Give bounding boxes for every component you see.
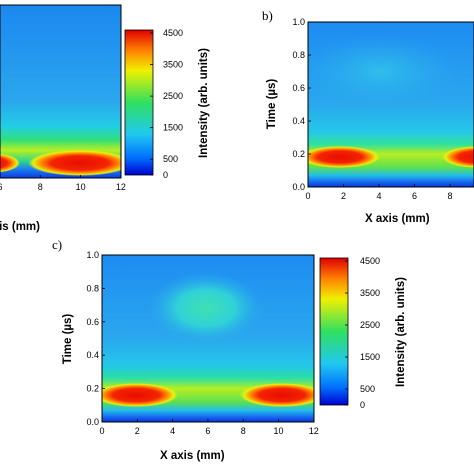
panel-c-tag: c) — [52, 237, 62, 252]
panel-c-x-tick-label: 10 — [273, 426, 283, 436]
panel-c-x-tick-label: 2 — [135, 426, 140, 436]
panel-c-cb-tick-label: 3500 — [360, 288, 380, 298]
panel-c-hotspot-2 — [240, 383, 314, 407]
panel-c-y-tick-label: 0.8 — [86, 283, 99, 293]
panel-b-y-label: Time (µs) — [266, 79, 278, 130]
panel-a-cb-tick-label: 1500 — [163, 123, 183, 133]
panel-c-heatmap — [102, 255, 314, 422]
panel-c-x-tick-label: 6 — [205, 426, 210, 436]
panel-b-x-tick-label: 8 — [447, 191, 452, 201]
panel-c-y-label: Time (µs) — [62, 314, 74, 365]
panel-c-hotspot-1 — [102, 383, 178, 407]
panel-c-x-tick-label: 0 — [99, 426, 104, 436]
panel-c-x-tick-label: 12 — [309, 426, 319, 436]
panel-b-tag: b) — [262, 8, 273, 23]
panel-c: c) 0.0 0.2 0.4 0.6 0.8 1.0 0 2 4 6 8 10 12 Time (µs… — [52, 237, 407, 462]
panel-b-y-tick-label: 0.0 — [292, 182, 305, 192]
panel-c-y-tick-label: 0.2 — [86, 384, 99, 394]
panel-c-cb-tick-label: 0 — [360, 400, 365, 410]
panel-b: b) 0.0 0.2 0.4 0.6 0.8 1.0 0 2 4 6 8 Time (µs) X … — [262, 8, 474, 225]
panel-b-y-tick-label: 0.4 — [292, 116, 305, 126]
panel-b-x-tick-label: 6 — [412, 191, 417, 201]
panel-c-y-tick-label: 0.4 — [86, 350, 99, 360]
panel-c-cloud — [148, 272, 264, 344]
panel-a-x-tick-label: 12 — [116, 182, 126, 192]
panel-a-colorbar-label: Intensity (arb. units) — [198, 48, 210, 158]
panel-b-hotspot-2 — [442, 146, 474, 168]
panel-a-cb-tick-label: 4500 — [163, 28, 183, 38]
panel-c-x-label: X axis (mm) — [160, 450, 225, 462]
panel-a-colorbar-ticks: 4500 3500 2500 1500 500 0 — [150, 28, 183, 180]
panel-c-y-tick-label: 0.0 — [86, 417, 99, 427]
panel-b-y-tick-label: 1.0 — [292, 17, 305, 27]
panel-c-x-tick-label: 8 — [241, 426, 246, 436]
panel-a-cb-tick-label: 2500 — [163, 91, 183, 101]
panel-a-colorbar — [124, 29, 154, 176]
panel-c-colorbar-label: Intensity (arb. units) — [395, 277, 407, 387]
panel-c-x-tick-label: 4 — [170, 426, 175, 436]
panel-c-colorbar-ticks: 4500 3500 2500 1500 500 0 — [345, 256, 380, 410]
panel-a-cb-tick-label: 3500 — [163, 60, 183, 70]
panel-b-x-tick-label: 0 — [305, 191, 310, 201]
panel-c-y-ticks: 0.0 0.2 0.4 0.6 0.8 1.0 — [86, 250, 105, 427]
panel-b-y-tick-label: 0.6 — [292, 83, 305, 93]
panel-a-cb-tick-label: 500 — [163, 154, 178, 164]
panel-a-hotspot — [28, 150, 121, 176]
panel-c-cb-tick-label: 4500 — [360, 256, 380, 266]
panel-b-x-ticks: 0 2 4 6 8 — [305, 184, 453, 201]
panel-a-x-tick-label: 6 — [0, 182, 3, 192]
panel-c-colorbar — [319, 257, 349, 406]
panel-c-y-tick-label: 0.6 — [86, 317, 99, 327]
panel-a-x-tick-label: 8 — [38, 182, 43, 192]
panel-a-hotspot-left — [0, 153, 20, 173]
panel-c-cb-tick-label: 500 — [360, 384, 375, 394]
panel-b-y-ticks: 0.0 0.2 0.4 0.6 0.8 1.0 — [292, 17, 311, 192]
panel-c-x-ticks: 0 2 4 6 8 10 12 — [99, 419, 319, 436]
panel-a-x-label: X axis (mm) — [0, 221, 40, 233]
panel-a-cb-tick-label: 0 — [163, 170, 168, 180]
panel-c-cb-tick-label: 2500 — [360, 320, 380, 330]
panel-b-y-tick-label: 0.8 — [292, 50, 305, 60]
panel-a-x-tick-label: 10 — [76, 182, 86, 192]
panel-b-x-tick-label: 4 — [376, 191, 381, 201]
panel-b-hotspot-1 — [308, 146, 380, 168]
panel-b-x-label: X axis (mm) — [365, 213, 430, 225]
panel-b-y-tick-label: 0.2 — [292, 149, 305, 159]
panel-a-heatmap — [0, 5, 121, 178]
panel-b-x-tick-label: 2 — [341, 191, 346, 201]
panel-b-heatmap — [308, 22, 474, 187]
panel-c-cb-tick-label: 1500 — [360, 352, 380, 362]
panel-a-x-ticks: 6 8 10 12 — [0, 175, 126, 192]
panel-c-y-tick-label: 1.0 — [86, 250, 99, 260]
